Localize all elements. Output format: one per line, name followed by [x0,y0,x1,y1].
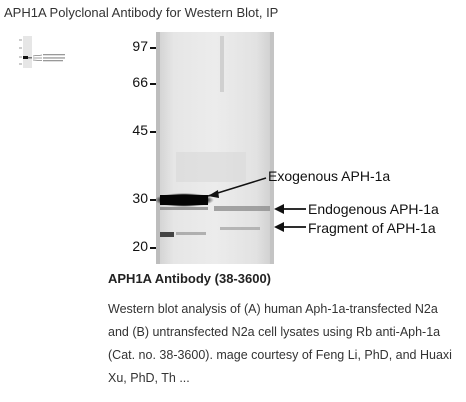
mw-marker-tick [150,47,157,49]
mw-marker-tick [150,131,157,133]
western-blot-thumbnail-icon [19,36,65,68]
mw-marker-tick [150,247,157,249]
mw-marker-tick [150,199,157,201]
caption-title: APH1A Antibody (38-3600) [108,271,272,286]
annotation-fragment: Fragment of APH-1a [308,220,436,236]
annotation-exogenous: Exogenous APH-1a [268,168,391,184]
mw-marker-label: 45 [132,122,148,138]
mw-marker-label: 30 [132,190,148,206]
mw-marker-label: 66 [132,74,148,90]
page-title: APH1A Polyclonal Antibody for Western Bl… [4,5,279,20]
annotation-endogenous: Endogenous APH-1a [308,201,439,217]
thumbnail-image[interactable] [18,34,70,70]
caption-text: Western blot analysis of (A) human Aph-1… [108,302,452,385]
western-blot-figure: 97 66 45 30 20 [108,30,464,266]
mw-marker-tick [150,83,157,85]
mw-marker-label: 97 [132,38,148,54]
mw-marker-label: 20 [132,238,148,254]
annotation-arrows [207,177,306,232]
blot-membrane [156,32,274,264]
